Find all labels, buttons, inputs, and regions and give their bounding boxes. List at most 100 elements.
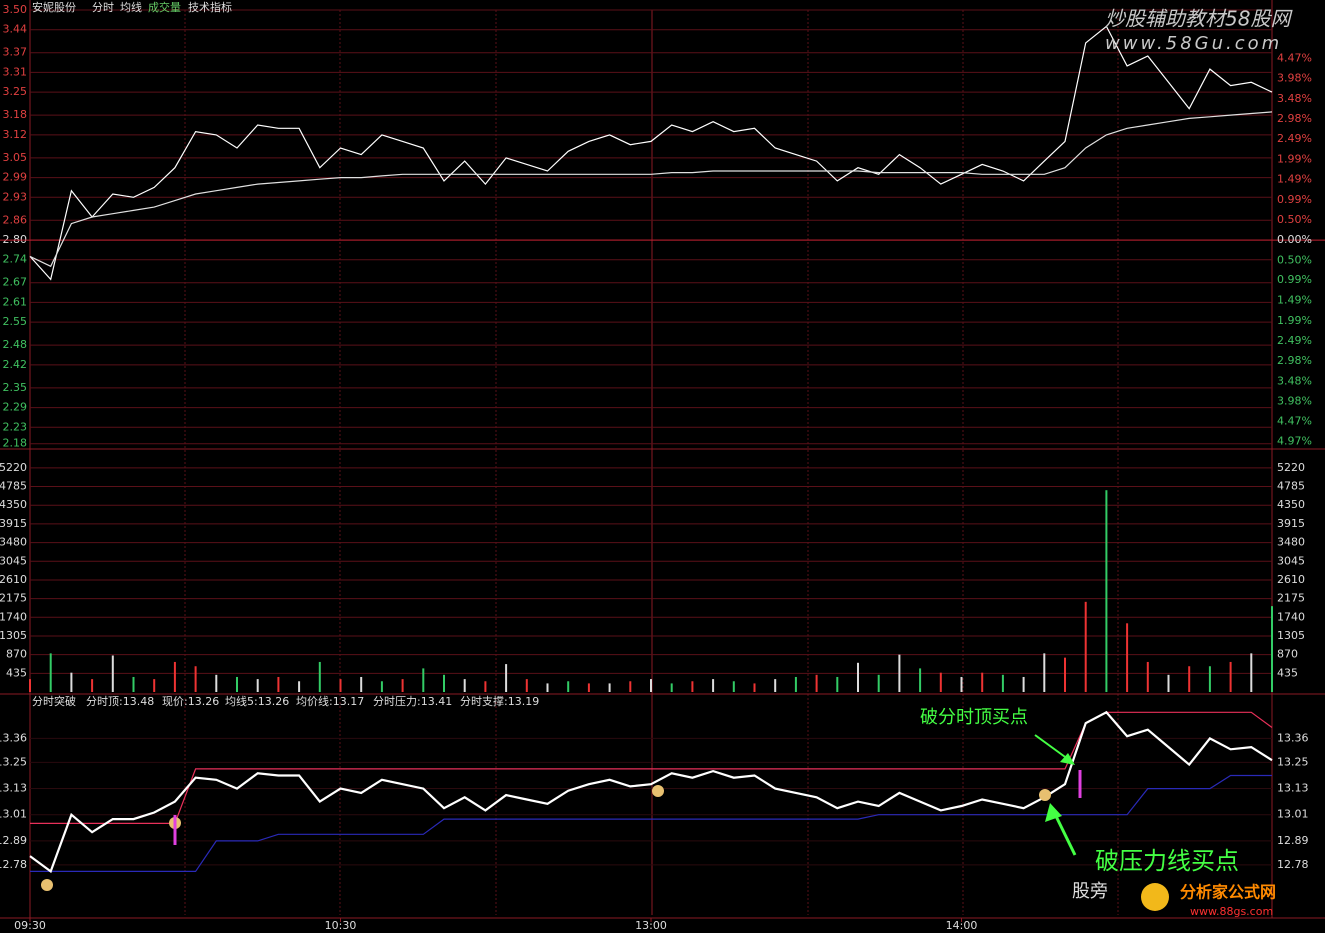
indicator-label: 现价:13.26: [162, 695, 219, 708]
y-tick-label: 5220: [0, 461, 27, 474]
y2-tick-label: 1.99%: [1277, 152, 1312, 165]
y2-tick-label: 4.47%: [1277, 414, 1312, 427]
y-tick-label-right: 1305: [1277, 629, 1305, 642]
volume-bar: [277, 676, 280, 692]
volume-bar: [1022, 676, 1025, 692]
y-tick-label-right: 435: [1277, 666, 1298, 679]
y-tick-label: 2.86: [3, 213, 28, 226]
plots: 2.18 2.23 2.29 2.35 2.42 2.48 2.55 2.61 2.67 2.74…: [0, 3, 1325, 932]
volume-bar: [670, 683, 673, 692]
volume-bar: [1043, 653, 1046, 692]
y-tick-label: 3.50: [3, 3, 28, 16]
volume-bar: [91, 679, 94, 692]
y-tick-label: 2.93: [3, 190, 28, 203]
y-tick-label: 2.61: [3, 295, 28, 308]
y-tick-label-right: 3045: [1277, 554, 1305, 567]
volume-bar: [1271, 606, 1273, 692]
logo: [1141, 883, 1169, 911]
y-tick-label-right: 13.01: [1277, 808, 1309, 821]
indicator-label: 均价线:13.17: [296, 694, 364, 708]
volume-bar: [70, 672, 73, 692]
y-tick-label-right: 4785: [1277, 480, 1305, 493]
volume-bar: [1167, 674, 1170, 692]
series-line: [30, 774, 1272, 872]
annotation: 破压力线买点: [1095, 847, 1239, 875]
volume-bar: [256, 679, 259, 692]
y-tick-label: 4785: [0, 480, 27, 493]
y-tick-label-right: 3915: [1277, 517, 1305, 530]
signal-icon: [652, 785, 664, 797]
y-tick-label: 3.44: [3, 23, 28, 36]
y-tick-label: 2.29: [3, 401, 28, 414]
volume-bar: [1208, 666, 1211, 692]
tab: 分时: [92, 1, 114, 14]
y-tick-label: 2.55: [3, 315, 28, 328]
volume-bar: [339, 679, 342, 692]
volume-bar: [981, 672, 984, 692]
volume-bar: [153, 679, 156, 692]
volume-bar: [505, 664, 508, 692]
y-tick-label: 13.01: [0, 808, 27, 821]
y-tick-label: 3.18: [3, 108, 28, 121]
tab: 成交量: [148, 0, 181, 14]
volume-bar: [732, 681, 735, 692]
y-tick-label-right: 3480: [1277, 536, 1305, 549]
y-tick-label: 2.80: [3, 233, 28, 246]
volume-bar: [1126, 623, 1129, 692]
volume-bar: [650, 679, 652, 692]
volume-bar: [774, 679, 777, 692]
y-tick-label: 1740: [0, 610, 27, 623]
y2-tick-label: 3.98%: [1277, 395, 1312, 408]
volume-bar: [194, 666, 197, 692]
y-tick-label: 2.35: [3, 381, 28, 394]
volume-bar: [794, 676, 797, 692]
y2-tick-label: 3.48%: [1277, 374, 1312, 387]
watermark: www.58Gu.com: [1105, 33, 1282, 54]
y2-tick-label: 0.50%: [1277, 253, 1312, 266]
y-tick-label: 12.89: [0, 834, 27, 847]
volume-bar: [298, 681, 301, 692]
y-tick-label: 3.37: [3, 46, 28, 59]
annotation: 破分时顶买点: [920, 707, 1028, 728]
y-tick-label: 3480: [0, 536, 27, 549]
signal-icon: [1039, 789, 1051, 801]
y-tick-label-right: 2175: [1277, 592, 1305, 605]
signal-icon: [41, 879, 53, 891]
volume-bar: [857, 662, 859, 692]
y-tick-label: 1305: [0, 629, 27, 642]
volume-bar: [919, 668, 922, 692]
volume-bar: [236, 676, 238, 692]
y2-tick-label: 4.47%: [1277, 52, 1312, 65]
y-tick-label: 2175: [0, 592, 27, 605]
volume-bar: [567, 681, 570, 692]
volume-bar: [173, 661, 176, 692]
stock-name: 安妮股份: [32, 0, 76, 14]
volume-bar: [960, 676, 963, 692]
y2-tick-label: 2.98%: [1277, 112, 1312, 125]
y2-tick-label: 0.99%: [1277, 273, 1312, 286]
y2-tick-label: 0.50%: [1277, 213, 1312, 226]
y-tick-label: 12.78: [0, 858, 27, 871]
y-tick-label: 2610: [0, 573, 27, 586]
y2-tick-label: 2.98%: [1277, 354, 1312, 367]
y-tick-label-right: 12.89: [1277, 834, 1309, 847]
x-tick-label: 13:00: [635, 919, 667, 932]
y-tick-label: 2.48: [3, 338, 28, 351]
volume-bar: [1064, 657, 1066, 692]
y-tick-label: 2.42: [3, 358, 28, 371]
series-line: [29, 25, 1273, 281]
y-tick-label-right: 870: [1277, 648, 1298, 661]
y-tick-label-right: 13.13: [1277, 782, 1309, 795]
y-tick-label-right: 1740: [1277, 610, 1305, 623]
arrow-head: [1045, 803, 1062, 822]
y-tick-label-right: 5220: [1277, 461, 1305, 474]
y2-tick-label: 3.48%: [1277, 92, 1312, 105]
volume-bar: [380, 681, 383, 692]
volume-bar: [877, 674, 880, 692]
y-tick-label-right: 13.36: [1277, 731, 1309, 744]
y-tick-label-right: 13.25: [1277, 755, 1309, 768]
y-tick-label-right: 4350: [1277, 498, 1305, 511]
series-line: [30, 711, 1273, 824]
y-tick-label: 13.25: [0, 755, 27, 768]
x-tick-label: 14:00: [946, 919, 978, 932]
